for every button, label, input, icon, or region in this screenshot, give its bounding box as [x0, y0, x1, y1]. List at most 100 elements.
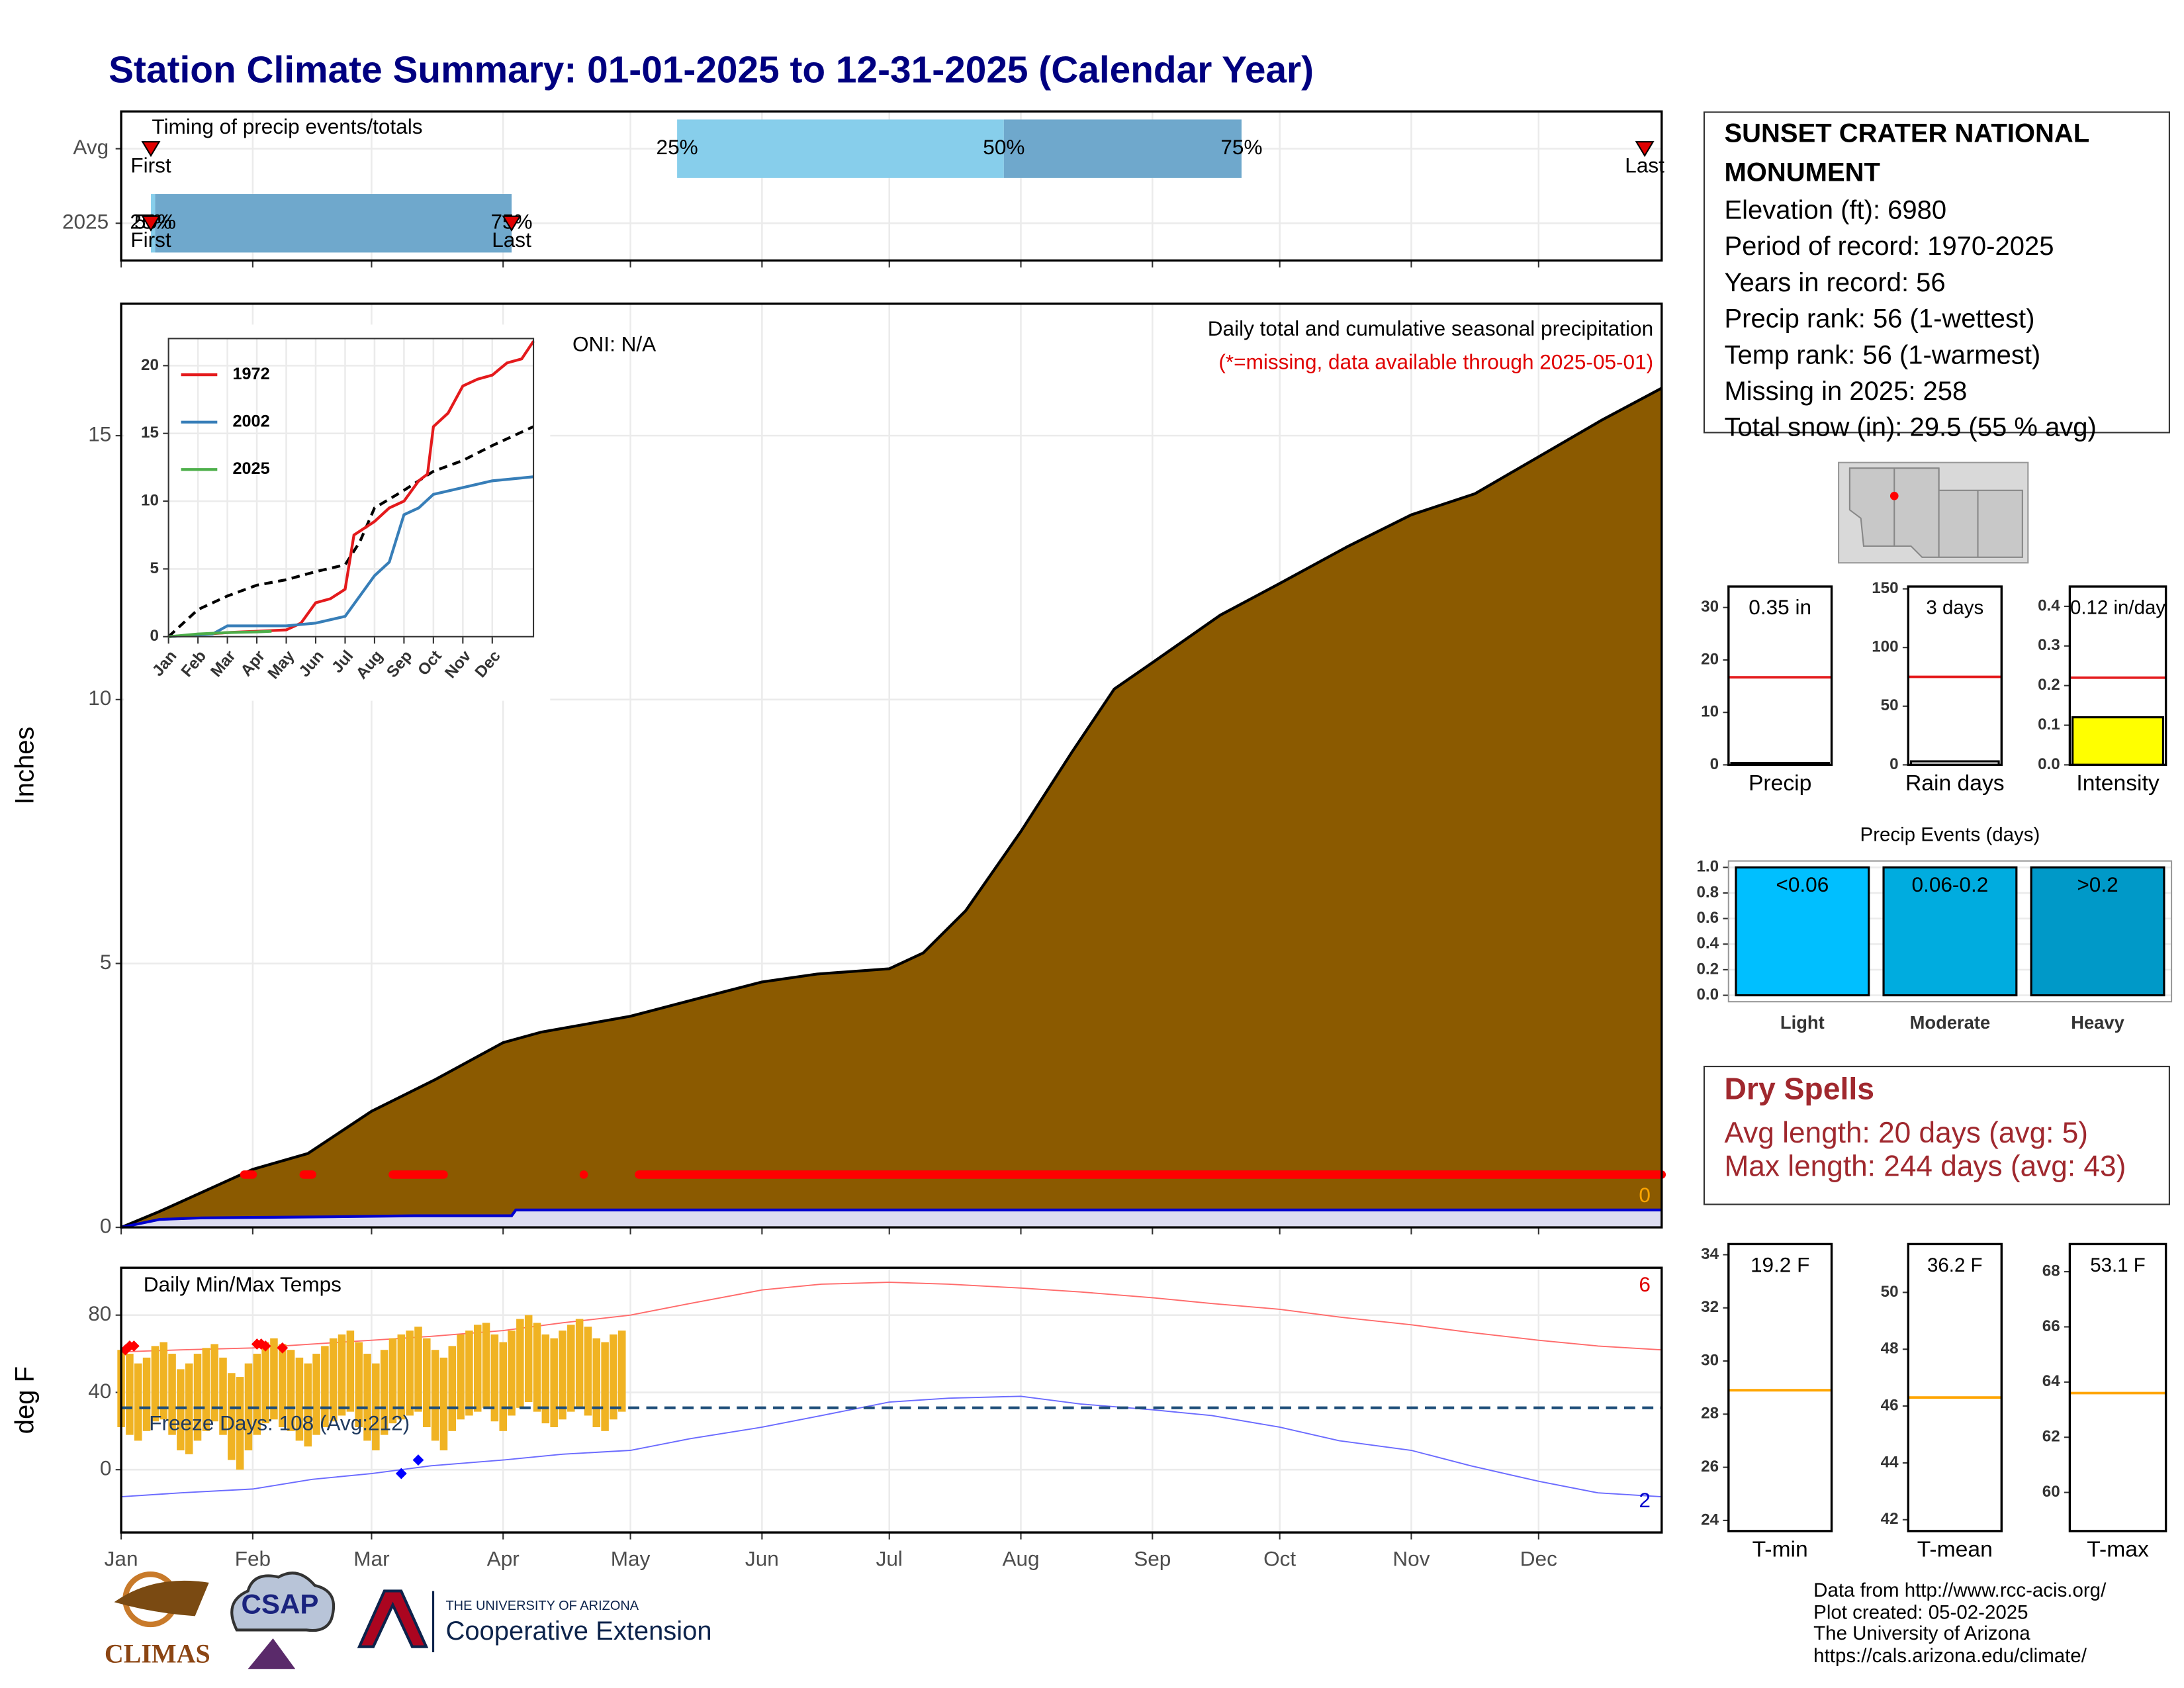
x-tick-label: Heavy [2071, 1012, 2124, 1033]
event-marker [1635, 141, 1655, 158]
plot-background [1728, 1244, 1832, 1531]
chart-subtitle: (*=missing, data available through 2025-… [1218, 350, 1653, 374]
temp-range-bar [312, 1354, 320, 1435]
bar [1909, 760, 2000, 765]
y-tick-label: 62 [2042, 1428, 2060, 1446]
y-tick-label: 100 [1872, 638, 1898, 656]
temp-range-bar [592, 1338, 601, 1427]
temp-range-bar [482, 1323, 490, 1408]
station-line: Temp rank: 56 (1-warmest) [1724, 341, 2041, 371]
temp-range-bar [610, 1334, 617, 1420]
y-tick-label: 80 [88, 1301, 111, 1325]
quantile-label: 50% [983, 135, 1024, 159]
y-tick-label: 32 [1701, 1298, 1719, 1316]
temp-range-bar [559, 1331, 567, 1420]
temp-range-bar [202, 1348, 210, 1431]
climas-logo-text: CLIMAS [105, 1639, 210, 1669]
x-tick-label: Nov [1392, 1546, 1430, 1570]
dry-spells-title: Dry Spells [1724, 1071, 1874, 1107]
y-tick-label: 0.0 [2038, 755, 2060, 773]
plot-frame [1727, 860, 2173, 1003]
plot-frame [2068, 1243, 2167, 1532]
temp-range-bar [406, 1331, 414, 1416]
y-tick-label: 20 [1701, 650, 1719, 668]
temp-range-bar [363, 1354, 371, 1441]
plot-frame [120, 110, 1663, 262]
x-tick-label: Jul [876, 1546, 903, 1570]
x-tick-label: Jun [745, 1546, 779, 1570]
y-tick-label: 15 [88, 422, 111, 445]
y-tick-label: 66 [2042, 1317, 2060, 1335]
plot-frame [167, 338, 535, 637]
x-tick-label: Apr [487, 1546, 520, 1570]
temp-range-bar [151, 1346, 159, 1422]
annotation: ONI: N/A [572, 332, 656, 355]
average-high-line [121, 1282, 1662, 1353]
chart-title: Precip Events (days) [1860, 824, 2040, 846]
legend-label: 1972 [232, 365, 269, 383]
plot-background [2070, 1244, 2166, 1531]
y-tick-label: 46 [1881, 1396, 1899, 1414]
station-line: Years in record: 56 [1724, 269, 1946, 299]
bar [2030, 866, 2165, 997]
y-tick-label: 28 [1701, 1405, 1719, 1423]
temp-range-bar [168, 1354, 176, 1435]
temp-range-bar [193, 1354, 202, 1441]
station-line: Missing in 2025: 258 [1724, 377, 1968, 407]
temp-range-bar [142, 1357, 151, 1431]
temp-range-bar [617, 1331, 626, 1412]
y-tick-label: 42 [1881, 1510, 1899, 1528]
high-count: 6 [1639, 1272, 1651, 1296]
temp-range-bar [508, 1331, 516, 1416]
y-tick-label: 30 [1701, 1351, 1719, 1369]
value-label: 3 days [1926, 596, 1983, 618]
temp-range-bar [431, 1350, 439, 1441]
dry-spells-line: Avg length: 20 days (avg: 5) [1724, 1117, 2089, 1150]
series-line [168, 475, 534, 638]
dry-spells-line: Max length: 244 days (avg: 43) [1724, 1150, 2126, 1183]
record-marker [277, 1342, 289, 1354]
record-marker [395, 1468, 407, 1479]
temp-range-bar [380, 1350, 388, 1435]
area-fill [121, 388, 1662, 1228]
plot-frame [120, 1266, 1663, 1534]
temp-range-bar [295, 1357, 304, 1441]
x-tick-label: Aug [1002, 1546, 1039, 1570]
temp-range-bar [567, 1325, 575, 1412]
quantile-label: 25% [657, 135, 698, 159]
map-borders [1893, 468, 1979, 557]
chart-title: Daily total and cumulative seasonal prec… [1208, 316, 1653, 340]
page-title: Station Climate Summary: 01-01-2025 to 1… [109, 49, 1314, 91]
x-tick-label: Jan [105, 1546, 138, 1570]
climas-logo-art [114, 1580, 209, 1617]
temp-range-bar [465, 1331, 473, 1416]
temp-range-bar [439, 1357, 448, 1451]
event-marker [141, 141, 161, 158]
value-label: 19.2 F [1751, 1252, 1809, 1276]
temp-range-bar [388, 1338, 397, 1424]
value-label: 0.35 in [1749, 595, 1811, 619]
event-label: Last [492, 228, 531, 252]
y-tick-label: 60 [2042, 1483, 2060, 1501]
category-label: Avg [73, 135, 109, 159]
y-tick-label: 10 [141, 491, 159, 509]
x-tick-label: May [611, 1546, 651, 1570]
value-label: 53.1 F [2090, 1254, 2146, 1276]
bar-label: 0.06-0.2 [1912, 872, 1989, 896]
y-tick-label: 0.6 [1696, 909, 1719, 927]
temp-range-bar [355, 1342, 363, 1427]
temp-range-bar [134, 1363, 142, 1441]
y-tick-label: 30 [1701, 598, 1719, 616]
y-tick-label: 50 [1881, 1283, 1899, 1301]
series-line [168, 340, 535, 638]
x-axis-label: T-max [2087, 1537, 2149, 1562]
event-marker [141, 215, 161, 232]
x-axis-label: T-mean [1917, 1537, 1993, 1562]
temp-range-bar [219, 1357, 227, 1435]
x-tick-label: Feb [235, 1546, 271, 1570]
y-tick-label: 34 [1701, 1245, 1719, 1263]
chart-title: Timing of precip events/totals [152, 115, 422, 138]
event-label: Last [1625, 153, 1664, 177]
temp-range-bar [329, 1338, 338, 1422]
